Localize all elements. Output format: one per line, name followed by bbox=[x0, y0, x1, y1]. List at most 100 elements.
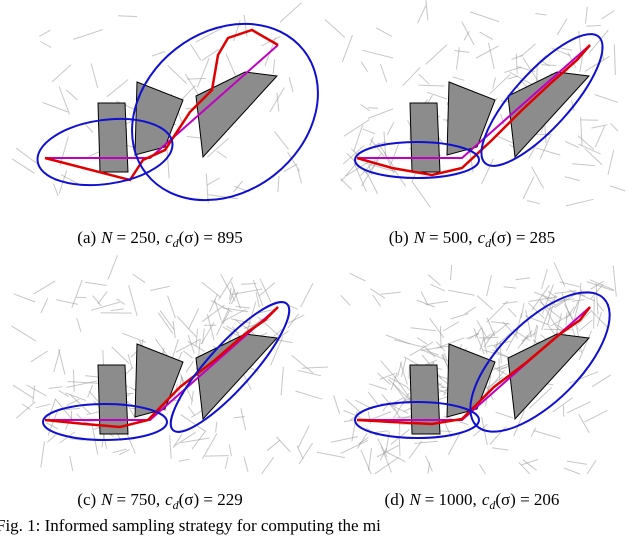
tree-edge bbox=[85, 281, 107, 286]
obstacle bbox=[134, 343, 184, 418]
tree-edge bbox=[59, 431, 76, 444]
tree-edge bbox=[473, 328, 485, 355]
tree-edge bbox=[287, 304, 299, 310]
tree-edge bbox=[613, 44, 616, 76]
tree-edge bbox=[539, 135, 551, 160]
tree-edge bbox=[571, 299, 585, 302]
tree-edge bbox=[15, 147, 38, 165]
tree-edge bbox=[201, 433, 218, 460]
tree-edge bbox=[259, 278, 272, 303]
tree-edge bbox=[188, 308, 200, 330]
tree-edge bbox=[276, 436, 291, 453]
tree-edge bbox=[191, 391, 194, 405]
tree-edge bbox=[575, 309, 593, 327]
informed-ellipse bbox=[42, 403, 168, 441]
tree-edge bbox=[26, 384, 47, 397]
tree-edge bbox=[255, 291, 260, 308]
tree-edge bbox=[35, 403, 51, 409]
caption-part: d bbox=[173, 498, 180, 512]
tree-edge bbox=[349, 272, 366, 282]
tree-edge bbox=[511, 54, 523, 60]
caption-part: = 500, bbox=[429, 228, 473, 247]
tree-edge bbox=[330, 436, 359, 443]
tree-edge bbox=[370, 138, 387, 160]
tree-edge bbox=[376, 444, 399, 458]
tree-edge bbox=[556, 298, 575, 302]
tree-edge bbox=[276, 92, 280, 112]
panels: (a) N = 250, cd(σ) = 895 (b) N = 500, cd(σ) = 2… bbox=[11, 0, 626, 512]
tree-edge bbox=[230, 318, 251, 324]
tree-edge bbox=[297, 425, 310, 448]
informed-ellipse bbox=[354, 141, 480, 179]
tree-edge bbox=[300, 283, 314, 308]
tree-edge bbox=[340, 439, 369, 455]
panel: (b) N = 500, cd(σ) = 285 bbox=[324, 0, 626, 250]
tree-edge bbox=[172, 320, 176, 338]
tree-edge bbox=[51, 64, 72, 83]
tree-edge bbox=[555, 312, 563, 338]
tree-edge bbox=[235, 305, 251, 309]
tree-edge bbox=[48, 386, 62, 389]
tree-edge bbox=[110, 308, 124, 312]
tree-edge bbox=[594, 94, 618, 103]
tree-edge bbox=[584, 148, 603, 166]
tree-edge bbox=[367, 411, 371, 425]
tree-edge bbox=[578, 330, 592, 361]
obstacle bbox=[195, 71, 279, 159]
tree-edge bbox=[502, 321, 519, 339]
tree-edge bbox=[478, 464, 487, 475]
tree-edge bbox=[565, 198, 594, 207]
tree-edge bbox=[420, 345, 451, 351]
tree-edge bbox=[295, 390, 323, 400]
tree-edge bbox=[572, 300, 579, 314]
tree-edge bbox=[287, 313, 300, 329]
tree-edge bbox=[372, 411, 392, 420]
tree-edge bbox=[343, 410, 361, 419]
tree-edge bbox=[450, 313, 469, 320]
tree-edge bbox=[584, 409, 608, 423]
caption-part: (σ) = 206 bbox=[495, 490, 559, 509]
tree-edge bbox=[375, 27, 393, 37]
tree-edge bbox=[416, 299, 435, 308]
tree-edge bbox=[414, 440, 438, 444]
tree-edge bbox=[442, 321, 460, 332]
tree-edge bbox=[584, 6, 588, 24]
tree-edge bbox=[533, 324, 538, 337]
tree-edge bbox=[541, 268, 548, 290]
tree-edge bbox=[392, 383, 409, 405]
informed-ellipse bbox=[169, 301, 291, 433]
tree-edge bbox=[533, 325, 539, 346]
tree-edge bbox=[447, 431, 462, 455]
tree-edge bbox=[342, 145, 365, 165]
tree-edge bbox=[578, 413, 590, 433]
tree-edge bbox=[596, 302, 604, 312]
tree-edge bbox=[427, 91, 447, 100]
caption-part: = 750, bbox=[117, 490, 161, 509]
tree-edge bbox=[481, 327, 488, 355]
tree-edge bbox=[241, 283, 257, 285]
tree-edge bbox=[372, 294, 382, 307]
tree-edge bbox=[521, 459, 539, 466]
tree-edge bbox=[374, 456, 400, 475]
tree-edge bbox=[497, 364, 511, 372]
tree-edge bbox=[586, 460, 597, 475]
tree-edge bbox=[343, 419, 356, 423]
tree-edge bbox=[54, 398, 74, 421]
tree bbox=[316, 261, 617, 475]
tree-edge bbox=[454, 50, 470, 53]
solution-path bbox=[356, 44, 591, 177]
panel-caption: (c) N = 750, cd(σ) = 229 bbox=[77, 490, 242, 512]
tree-edge bbox=[180, 437, 210, 444]
tree-edge bbox=[40, 41, 52, 48]
tree-edge bbox=[588, 29, 609, 54]
tree-edge bbox=[174, 431, 196, 447]
tree-edge bbox=[552, 397, 573, 413]
tree-edge bbox=[365, 162, 396, 172]
caption-part: = 1000, bbox=[425, 490, 477, 509]
tree-edge bbox=[547, 294, 556, 325]
tree-edge bbox=[515, 53, 518, 74]
solution-path bbox=[44, 306, 279, 429]
tree-edge bbox=[201, 304, 225, 323]
tree-edge bbox=[76, 317, 82, 333]
tree-edge bbox=[340, 178, 352, 190]
